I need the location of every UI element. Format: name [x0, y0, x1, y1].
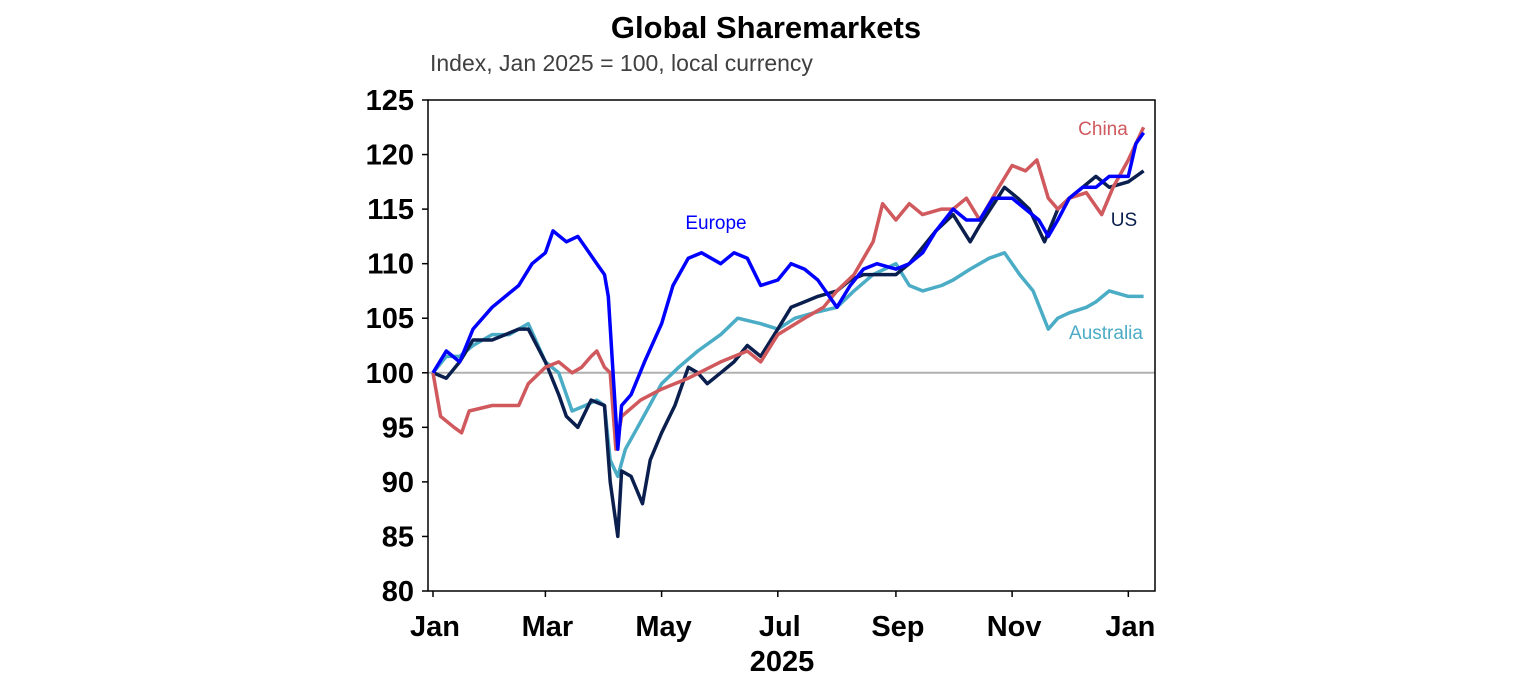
- y-axis: 125 120 115 110 105 100 95 90 85 80: [366, 85, 428, 608]
- series-label-china: China: [1078, 119, 1128, 140]
- y-tick-label: 125: [366, 85, 414, 117]
- chart-subtitle: Index, Jan 2025 = 100, local currency: [430, 50, 813, 76]
- y-tick-label: 80: [382, 576, 414, 608]
- x-tick-label: May: [635, 611, 691, 643]
- y-tick-label: 85: [382, 521, 414, 553]
- chart-title: Global Sharemarkets: [611, 10, 921, 45]
- y-tick-label: 105: [366, 303, 414, 335]
- x-tick-label: Jul: [759, 611, 801, 643]
- y-tick-label: 100: [366, 358, 414, 390]
- series-line-china: [431, 126, 1146, 451]
- plot-frame: [427, 99, 1156, 592]
- series-label-us: US: [1111, 210, 1137, 231]
- x-tick-label: Mar: [522, 611, 574, 643]
- x-axis: Jan Mar May Jul Sep Nov Jan: [410, 591, 1155, 643]
- x-tick-label: Jan: [410, 611, 460, 643]
- x-axis-label: 2025: [750, 646, 815, 678]
- y-tick-label: 90: [382, 467, 414, 499]
- y-tick-label: 95: [382, 412, 414, 444]
- series-label-australia: Australia: [1069, 323, 1143, 344]
- x-tick-label: Nov: [987, 611, 1042, 643]
- x-tick-label: Sep: [871, 611, 924, 643]
- x-tick-label: Jan: [1105, 611, 1155, 643]
- series-lines: [431, 126, 1146, 539]
- series-line-us: [432, 169, 1145, 539]
- series-line-australia: [431, 251, 1144, 479]
- y-tick-label: 120: [366, 140, 414, 172]
- y-tick-label: 115: [367, 194, 414, 226]
- series-label-europe: Europe: [685, 213, 746, 234]
- y-tick-label: 110: [367, 249, 414, 281]
- series-line-europe: [431, 131, 1146, 451]
